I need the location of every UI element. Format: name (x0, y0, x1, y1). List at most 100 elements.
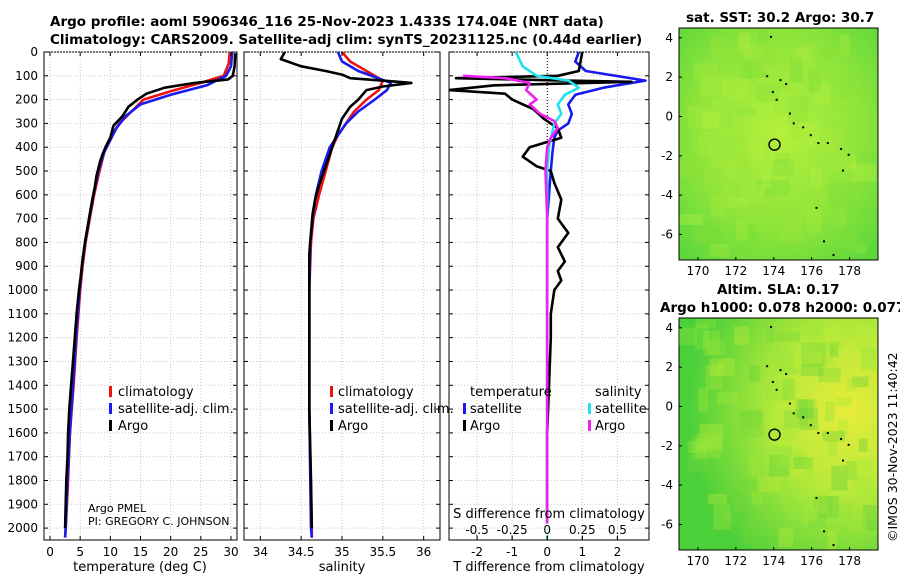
map-texture-patch (722, 79, 748, 99)
x-tick-label: -2 (471, 545, 483, 559)
map-texture-patch (734, 326, 749, 345)
map-texture-patch (722, 55, 744, 64)
diff-xlabel: T difference from climatology (452, 560, 645, 575)
x-tick-label: 15 (133, 545, 148, 559)
map-texture-patch (860, 346, 877, 370)
island-speck (785, 83, 788, 86)
map-texture-patch (760, 174, 771, 188)
legend-swatch-t-satellite (463, 403, 466, 414)
map-texture-patch (813, 496, 834, 511)
y-tick-label: 2000 (7, 521, 38, 535)
map-texture-patch (766, 381, 789, 402)
map-texture-patch (828, 440, 837, 455)
y-tick-label: 1000 (7, 283, 38, 297)
map-texture-patch (727, 197, 749, 209)
map-texture-patch (740, 60, 753, 79)
x-tick-label: 25 (193, 545, 208, 559)
y-tick-label: 1700 (7, 450, 38, 464)
map-texture-patch (775, 153, 790, 166)
map-texture-patch (855, 244, 867, 254)
map-texture-patch (832, 503, 852, 520)
map-texture-patch (712, 513, 729, 533)
legend-swatch-s-satellite (588, 403, 591, 414)
sst-map-field (678, 27, 879, 261)
map-texture-patch (840, 76, 866, 99)
map-x-tick-label: 170 (686, 554, 709, 568)
map-texture-patch (806, 208, 822, 233)
map-x-tick-label: 170 (686, 264, 709, 278)
title-line-1: Argo profile: aoml 5906346_116 25-Nov-20… (50, 14, 604, 30)
legend-swatch-climatology (330, 386, 333, 397)
map-texture-patch (830, 154, 856, 171)
island-speck (785, 373, 788, 376)
map-texture-patch (808, 70, 821, 93)
island-speck (802, 416, 805, 419)
series-line-argo (279, 52, 413, 529)
map-texture-patch (773, 425, 799, 440)
map-x-tick-label: 176 (800, 264, 823, 278)
map-texture-patch (708, 228, 723, 243)
island-speck (823, 530, 826, 533)
map-y-tick-label: -6 (661, 227, 673, 241)
map-texture-patch (769, 455, 790, 477)
map-texture-patch (804, 457, 814, 479)
island-speck (769, 325, 772, 328)
series-group (449, 52, 647, 538)
map-texture-patch (693, 229, 708, 244)
map-texture-patch (709, 358, 735, 377)
map-texture-patch (727, 151, 751, 173)
map-y-tick-label: -4 (661, 478, 673, 492)
legend-label-t-satellite: satellite (470, 402, 522, 417)
map-texture-patch (707, 340, 726, 356)
island-speck (817, 432, 820, 435)
island-speck (847, 153, 850, 156)
island-speck (832, 544, 835, 547)
map-texture-patch (818, 446, 835, 462)
map-texture-patch (691, 437, 707, 460)
map-texture-patch (743, 44, 763, 58)
map-texture-patch (774, 99, 787, 115)
legend-label-s-satellite: satellite (595, 402, 647, 417)
y-tick-label: 600 (15, 188, 38, 202)
map-texture-patch (762, 62, 781, 72)
map-texture-patch (822, 431, 845, 442)
map-texture-patch (859, 205, 874, 220)
map-texture-patch (750, 232, 761, 243)
sal-xlabel: salinity (319, 560, 366, 575)
map-overlay-layer: 170 172 174 176 178 -6 -4 -2 0 2 4 170 172 174 176 178 -… (661, 31, 861, 568)
x-top-tick-label: -0.25 (497, 523, 528, 537)
legend-swatch-s-argo (588, 420, 591, 431)
map-texture-patch (687, 454, 709, 473)
map-x-tick-label: 172 (724, 264, 747, 278)
map-texture-patch (763, 146, 772, 164)
island-speck (815, 206, 818, 209)
map-texture-patch (858, 438, 868, 452)
legend-label-argo: Argo (118, 419, 148, 434)
island-speck (809, 424, 812, 427)
map-texture-patch (698, 131, 715, 156)
legend-heading-salinity: salinity (595, 385, 642, 400)
map-texture-patch (679, 161, 697, 178)
series-group (63, 52, 237, 538)
island-speck (826, 142, 829, 145)
map-texture-patch (856, 458, 871, 471)
map-texture-patch (757, 29, 768, 47)
map-texture-patch (850, 510, 867, 533)
map-texture-patch (822, 42, 833, 59)
map-texture-patch (801, 342, 826, 367)
argo-position-marker (768, 428, 781, 441)
map-texture-patch (847, 377, 857, 392)
map-texture-patch (736, 219, 749, 241)
map-texture-patch (690, 162, 705, 182)
y-tick-label: 800 (15, 235, 38, 249)
map-y-tick-label: 2 (665, 360, 673, 374)
map-texture-patch (782, 378, 795, 400)
map-texture-patch (738, 32, 750, 51)
map-texture-patch (863, 505, 877, 531)
legend-swatch-argo (330, 420, 333, 431)
x-top-tick-label: -0.5 (465, 523, 488, 537)
map-texture-patch (710, 35, 723, 59)
x-tick-label: 34 (253, 545, 268, 559)
map-texture-patch (831, 465, 848, 491)
map-texture-patch (749, 365, 760, 382)
